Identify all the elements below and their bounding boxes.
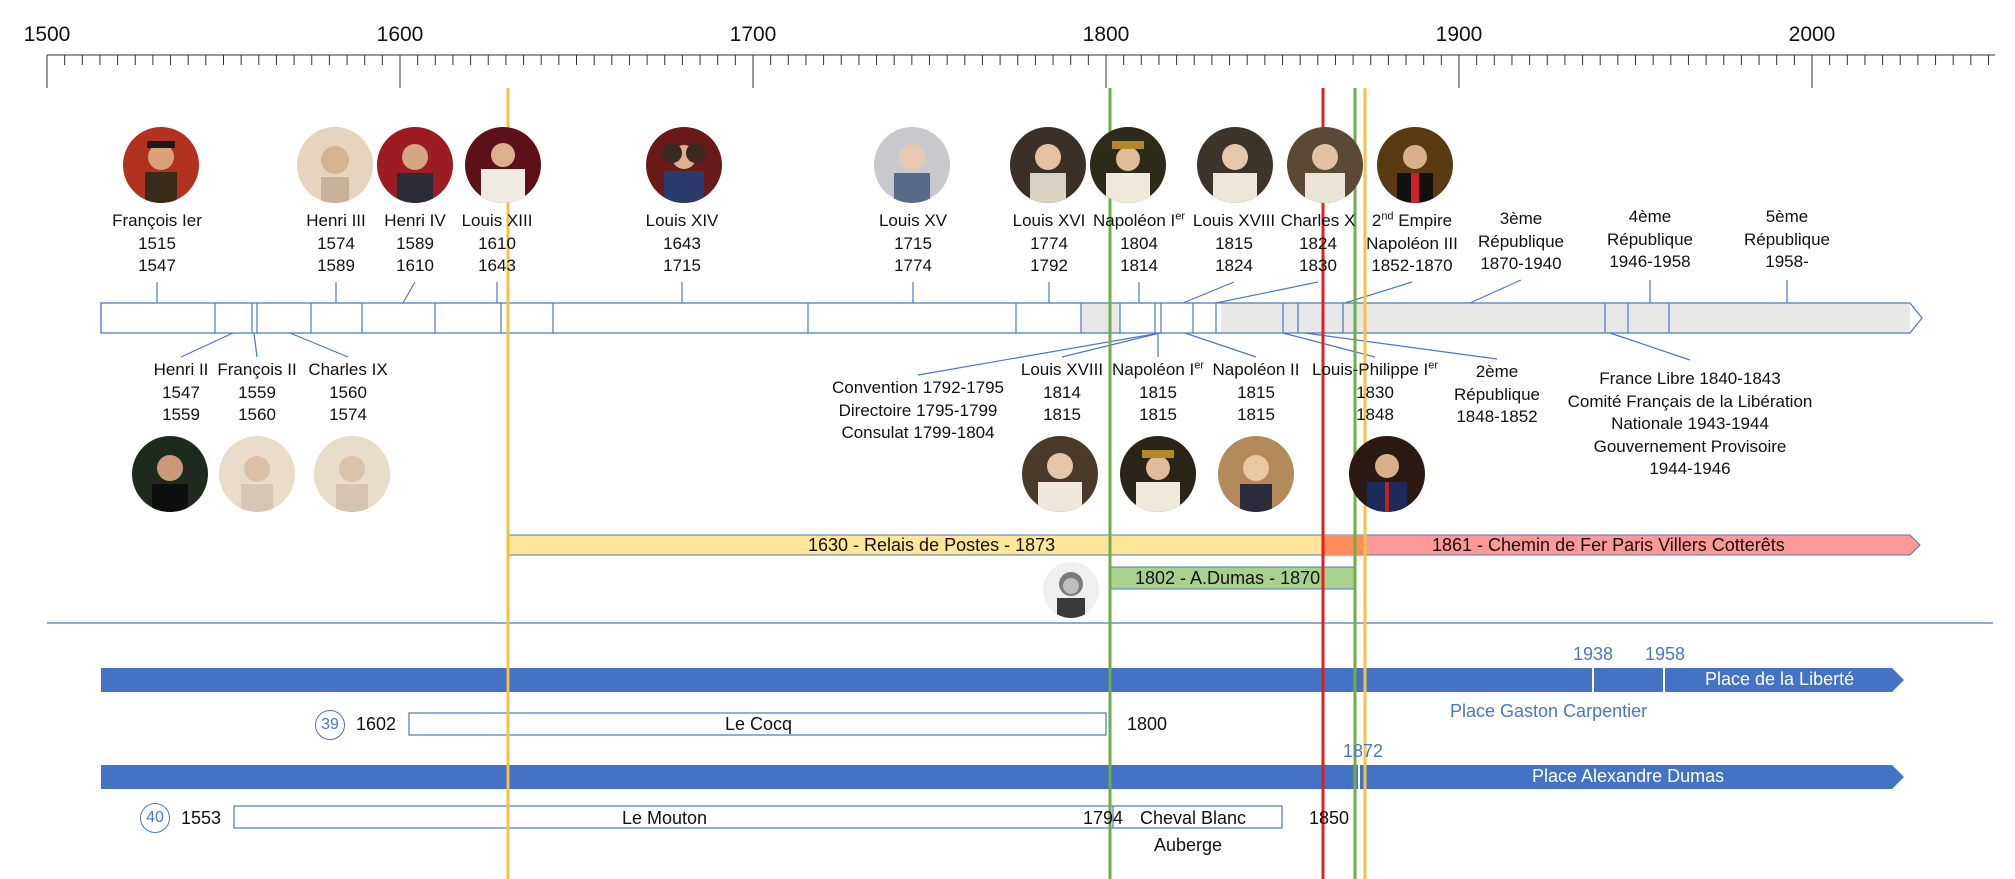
year-label-1700: 1700 bbox=[729, 23, 777, 46]
label-connectors bbox=[156, 279, 1788, 376]
connector-line bbox=[1469, 279, 1522, 304]
label-louis-xiii: Louis XIII 1610 1643 bbox=[461, 211, 533, 275]
portrait-henri-iii bbox=[297, 127, 373, 203]
end-1850: 1850 bbox=[1309, 808, 1350, 828]
label-henri-iv: Henri IV 1589 1610 bbox=[384, 211, 446, 275]
mouton-bar bbox=[233, 805, 1283, 829]
liberte-name: Place de la Liberté bbox=[1705, 669, 1855, 689]
liberte-bar bbox=[101, 668, 1904, 692]
connector-line bbox=[1304, 332, 1498, 360]
house-number-40: 40 bbox=[140, 803, 170, 833]
label-louis-philippe: Louis-Philippe Ier 1830 1848 bbox=[1311, 359, 1439, 424]
portrait-napoleon-iii bbox=[1377, 127, 1453, 203]
portrait-francois-ii bbox=[219, 436, 295, 512]
portrait-napoleon-ii bbox=[1218, 436, 1294, 512]
cocq-end: 1800 bbox=[1127, 714, 1168, 734]
mouton-end: 1794 bbox=[1083, 808, 1124, 828]
cocq-bar bbox=[408, 712, 1107, 736]
year-label-2000: 2000 bbox=[1788, 23, 1836, 46]
portrait-napoleon-ier-1815 bbox=[1120, 436, 1196, 512]
carpentier-name: Place Gaston Carpentier bbox=[1450, 701, 1648, 721]
portrait-louis-xiv bbox=[646, 127, 722, 203]
house-number-39: 39 bbox=[315, 710, 345, 740]
mouton-name: Le Mouton bbox=[622, 808, 708, 828]
connector-line bbox=[289, 332, 349, 358]
liberte-year-1938: 1938 bbox=[1573, 644, 1614, 664]
connector-line bbox=[402, 281, 416, 304]
portrait-henri-iv bbox=[377, 127, 453, 203]
label-henri-iii: Henri III 1574 1589 bbox=[306, 211, 366, 275]
label-second-republic: 2ème République 1848-1852 bbox=[1453, 362, 1541, 426]
connector-line bbox=[1182, 281, 1235, 304]
year-label-1600: 1600 bbox=[376, 23, 424, 46]
portrait-charles-x bbox=[1287, 127, 1363, 203]
label-fifth-republic: 5ème République 1958- bbox=[1743, 207, 1831, 271]
chemin-label: 1861 - Chemin de Fer Paris Villers Cotte… bbox=[1432, 535, 1785, 555]
cocq-name: Le Cocq bbox=[725, 714, 793, 734]
label-napoleon-ier: Napoléon Ier 1804 1814 bbox=[1092, 210, 1186, 275]
portrait-alexandre-dumas bbox=[1043, 562, 1099, 618]
label-revolution-periods: Convention 1792-1795 Directoire 1795-1799… bbox=[831, 378, 1005, 442]
cheval-blanc-name: Cheval Blanc bbox=[1140, 808, 1247, 828]
label-second-empire: 2nd Empire Napoléon III 1852-1870 bbox=[1366, 210, 1458, 275]
portrait-francois-ier bbox=[123, 127, 199, 203]
label-louis-xiv: Louis XIV 1643 1715 bbox=[645, 211, 719, 275]
connector-line bbox=[253, 332, 258, 358]
label-napoleon-ii: Napoléon II 1815 1815 bbox=[1212, 360, 1300, 424]
label-louis-xv: Louis XV 1715 1774 bbox=[878, 211, 948, 275]
portrait-charles-ix bbox=[314, 436, 390, 512]
portrait-louis-philippe bbox=[1349, 436, 1425, 512]
auberge-label: Auberge bbox=[1154, 835, 1223, 855]
connector-line bbox=[180, 332, 234, 358]
year-ruler bbox=[46, 54, 1995, 88]
relais-label: 1630 - Relais de Postes - 1873 bbox=[808, 535, 1056, 555]
label-louis-xvi: Louis XVI 1774 1792 bbox=[1012, 211, 1086, 275]
label-louis-xviii-1814: Louis XVIII 1814 1815 bbox=[1020, 360, 1104, 424]
portrait-napoleon-ier bbox=[1090, 127, 1166, 203]
connector-line bbox=[1184, 332, 1257, 358]
year-label-1500: 1500 bbox=[23, 23, 71, 46]
portrait-louis-xviii bbox=[1197, 127, 1273, 203]
portrait-louis-xvi bbox=[1010, 127, 1086, 203]
label-henri-ii: Henri II 1547 1559 bbox=[153, 360, 209, 424]
connector-line bbox=[1215, 281, 1319, 304]
connector-line bbox=[917, 332, 1161, 376]
year-label-1900: 1900 bbox=[1435, 23, 1483, 46]
liberte-year-1958: 1958 bbox=[1645, 644, 1686, 664]
upper-reign-bar bbox=[100, 302, 1923, 334]
dumas-place-name: Place Alexandre Dumas bbox=[1532, 766, 1725, 786]
label-francois-ii: François II 1559 1560 bbox=[217, 360, 297, 424]
ruler-ticks bbox=[46, 55, 1989, 88]
dumas-label: 1802 - A.Dumas - 1870 bbox=[1135, 568, 1321, 588]
label-third-republic: 3ème République 1870-1940 bbox=[1477, 209, 1565, 273]
connector-line bbox=[1282, 332, 1376, 358]
portrait-henri-ii bbox=[132, 436, 208, 512]
label-charles-x: Charles X 1824 1830 bbox=[1280, 211, 1356, 275]
year-label-1800: 1800 bbox=[1082, 23, 1130, 46]
mouton-start: 1553 bbox=[181, 808, 222, 828]
portrait-louis-xiii bbox=[465, 127, 541, 203]
label-charles-ix: Charles IX 1560 1574 bbox=[308, 360, 388, 424]
portrait-louis-xviii-1814 bbox=[1022, 436, 1098, 512]
cocq-start: 1602 bbox=[356, 714, 397, 734]
label-liberation-periods: France Libre 1840-1843 Comité Français de… bbox=[1567, 369, 1813, 478]
portrait-louis-xv bbox=[874, 127, 950, 203]
empire-white-area bbox=[1120, 303, 1221, 333]
label-louis-xviii: Louis XVIII 1815 1824 bbox=[1192, 211, 1276, 275]
label-napoleon-ier-1815: Napoléon Ier 1815 1815 bbox=[1111, 359, 1205, 424]
label-fourth-republic: 4ème République 1946-1958 bbox=[1606, 207, 1694, 271]
label-francois-ier: François Ier 1515 1547 bbox=[112, 211, 202, 275]
dumas-place-year: 1872 bbox=[1343, 741, 1384, 761]
dumas-place-bar bbox=[101, 765, 1904, 789]
connector-line bbox=[1609, 332, 1691, 361]
